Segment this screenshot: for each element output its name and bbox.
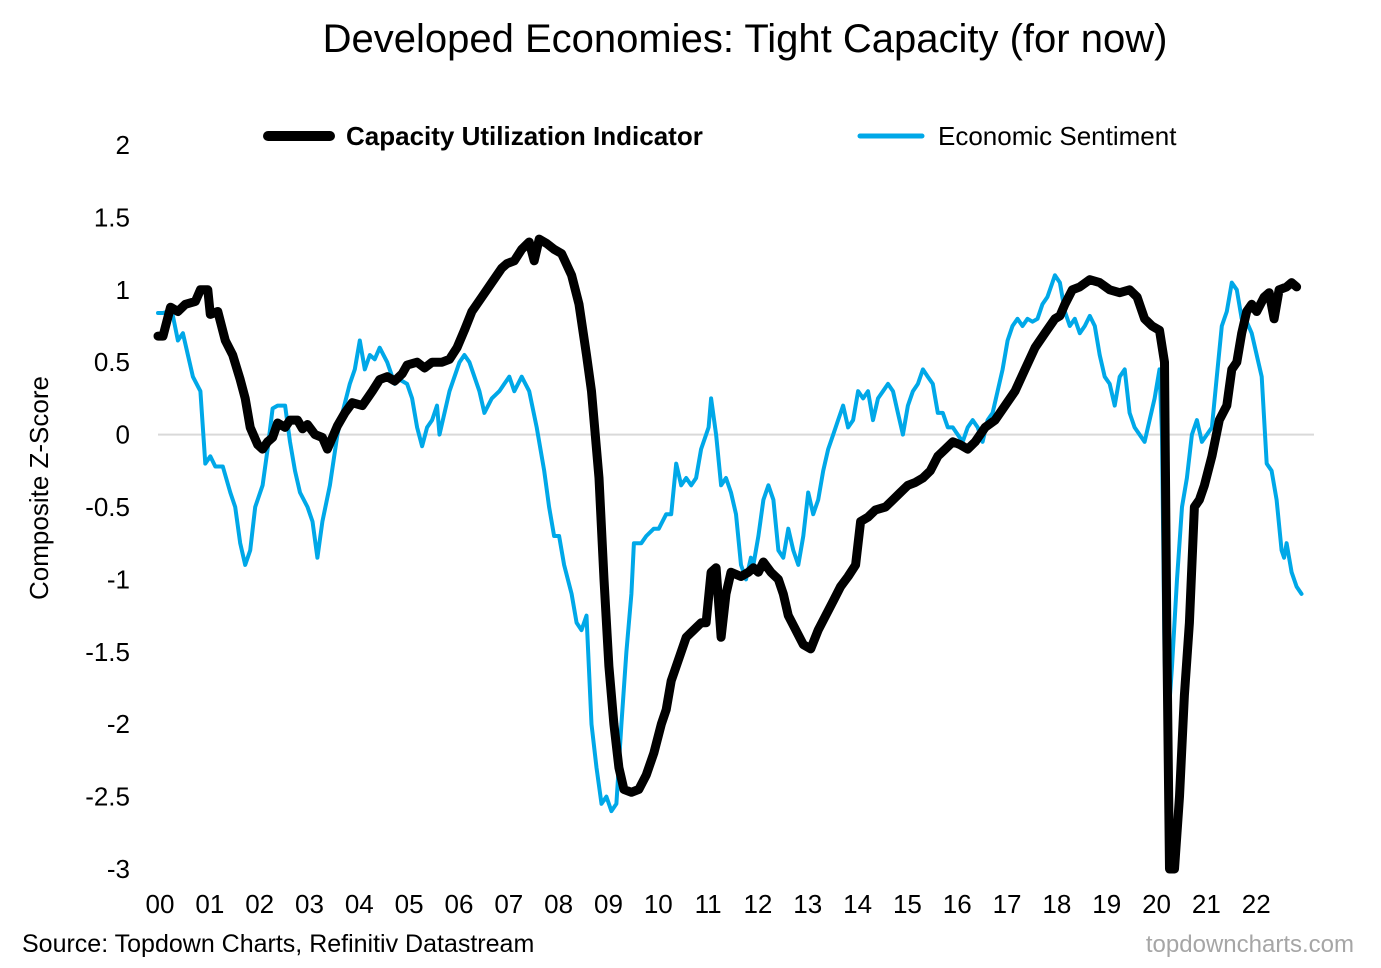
x-tick-label: 07 [494,889,523,919]
x-tick-label: 21 [1192,889,1221,919]
y-tick-label: 0 [116,420,130,450]
x-tick-label: 04 [345,889,374,919]
x-tick-label: 19 [1092,889,1121,919]
y-tick-label: 2 [116,130,130,160]
x-tick-label: 14 [843,889,872,919]
x-tick-label: 00 [146,889,175,919]
series-line-economic-sentiment [156,273,1304,814]
x-tick-label: 11 [695,889,722,919]
y-tick-label: -3 [107,854,130,884]
y-tick-label: 0.5 [94,347,130,377]
y-tick-label: -0.5 [85,492,130,522]
y-tick-label: 1.5 [94,202,130,232]
y-tick-label: -1 [107,564,130,594]
y-tick-label: -2.5 [85,782,130,812]
x-tick-label: 20 [1142,889,1171,919]
x-tick-label: 17 [993,889,1022,919]
x-tick-label: 10 [644,889,673,919]
x-tick-label: 12 [743,889,772,919]
x-tick-label: 09 [594,889,623,919]
source-note: Source: Topdown Charts, Refinitiv Datast… [22,930,534,958]
series-line-capacity-utilization [153,234,1302,874]
x-tick-label: 05 [395,889,424,919]
y-tick-label: -2 [107,709,130,739]
legend-label-capacity-utilization: Capacity Utilization Indicator [346,121,703,151]
chart-title: Developed Economies: Tight Capacity (for… [323,17,1168,61]
x-axis-ticks: 00 01 02 03 04 05 06 07 08 09 10 11 12 13 14 15 16 17 18 19… [146,889,1271,919]
y-axis-label: Composite Z-Score [24,376,54,600]
x-tick-label: 08 [544,889,573,919]
x-tick-label: 06 [445,889,474,919]
x-tick-label: 13 [793,889,822,919]
x-tick-label: 02 [245,889,274,919]
legend-label-economic-sentiment: Economic Sentiment [938,121,1177,151]
legend: Capacity Utilization Indicator Economic … [263,121,1177,151]
x-tick-label: 18 [1042,889,1071,919]
y-tick-label: -1.5 [85,637,130,667]
watermark: topdowncharts.com [1146,931,1354,958]
x-tick-label: 16 [943,889,972,919]
x-tick-label: 15 [893,889,922,919]
x-tick-label: 03 [295,889,324,919]
x-tick-label: 01 [195,889,224,919]
x-tick-label: 22 [1242,889,1271,919]
y-tick-label: 1 [116,275,130,305]
y-axis-ticks: 2 1.5 1 0.5 0 -0.5 -1 -1.5 -2 -2.5 -3 [85,130,130,884]
series-layer [153,234,1304,874]
